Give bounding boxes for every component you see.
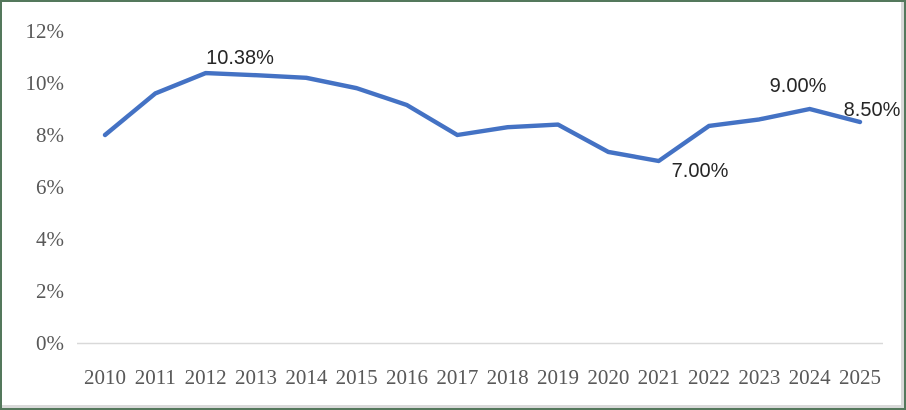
y-axis-tick-label: 6% — [36, 175, 64, 199]
x-axis-tick-label: 2013 — [235, 365, 277, 389]
x-axis-tick-label: 2020 — [587, 365, 629, 389]
x-axis-tick-label: 2024 — [789, 365, 832, 389]
x-axis-tick-label: 2012 — [185, 365, 227, 389]
x-axis-tick-label: 2011 — [135, 365, 176, 389]
x-axis-tick-label: 2016 — [386, 365, 428, 389]
x-axis-tick-label: 2010 — [84, 365, 126, 389]
x-axis-tick-label: 2017 — [436, 365, 478, 389]
x-axis-tick-label: 2015 — [336, 365, 378, 389]
y-axis-tick-label: 8% — [36, 123, 64, 147]
data-series-line — [102, 70, 863, 164]
x-axis-tick-label: 2021 — [638, 365, 680, 389]
x-axis-tick-label: 2018 — [487, 365, 529, 389]
x-axis-tick-label: 2019 — [537, 365, 579, 389]
y-axis-tick-label: 4% — [36, 227, 64, 251]
x-axis-tick-label: 2025 — [839, 365, 881, 389]
data-label: 9.00% — [770, 75, 827, 97]
x-axis-tick-label: 2022 — [688, 365, 730, 389]
data-label: 7.00% — [672, 160, 729, 182]
y-axis-tick-label: 0% — [36, 331, 64, 355]
x-axis-tick-label: 2023 — [738, 365, 780, 389]
y-axis-tick-label: 2% — [36, 279, 64, 303]
y-axis-tick-label: 10% — [26, 71, 65, 95]
data-label: 8.50% — [844, 99, 901, 121]
y-axis-tick-label: 12% — [26, 19, 65, 43]
x-axis-tick-label: 2014 — [285, 365, 328, 389]
data-label: 10.38% — [206, 47, 274, 69]
